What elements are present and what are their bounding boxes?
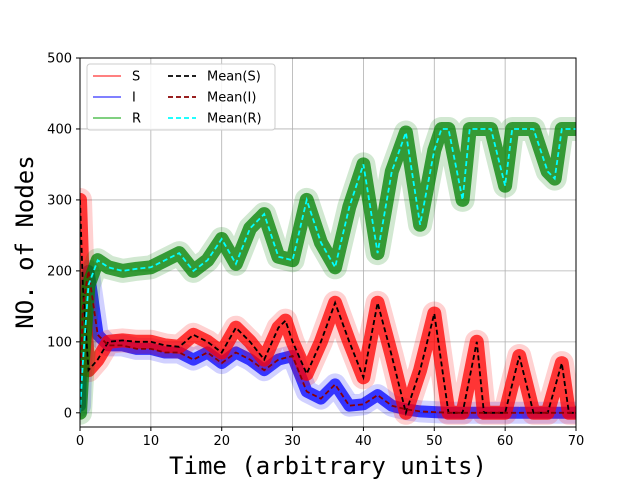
x-tick-label: 10 (143, 434, 160, 449)
y-tick-label: 300 (47, 193, 72, 208)
means-line (80, 199, 576, 417)
legend-label-meanr: Mean(R) (207, 112, 262, 127)
x-tick-label: 30 (284, 434, 301, 449)
axes-frame (79, 57, 577, 428)
legend-label-means: Mean(S) (207, 70, 261, 85)
y-tick-label: 400 (47, 122, 72, 137)
tick-labels: 0 10 20 30 40 50 60 70 0 100 200 300 400 500 (47, 52, 584, 450)
x-tick-label: 70 (568, 434, 585, 449)
mean-lines (80, 128, 576, 417)
y-tick-label: 200 (47, 264, 72, 279)
x-tick-label: 40 (355, 434, 372, 449)
y-tick-label: 100 (47, 335, 72, 350)
y-axis-title: NO. of Nodes (11, 155, 39, 328)
legend-label-meani: Mean(I) (207, 91, 256, 106)
meanr-line (80, 128, 576, 413)
meani-line (80, 270, 576, 414)
x-tick-label: 50 (426, 434, 443, 449)
x-tick-label: 60 (497, 434, 514, 449)
legend-label-i: I (132, 91, 136, 106)
legend-label-s: S (132, 70, 140, 85)
x-tick-label: 0 (76, 434, 84, 449)
y-tick-label: 0 (64, 406, 72, 421)
axes (79, 57, 577, 428)
legend: SIR Mean(S) Mean(I) Mean(R) (86, 63, 276, 131)
y-tick-label: 500 (47, 52, 72, 67)
legend-label-r: R (132, 112, 141, 127)
x-axis-title: Time (arbitrary units) (169, 452, 487, 480)
x-tick-label: 20 (213, 434, 230, 449)
